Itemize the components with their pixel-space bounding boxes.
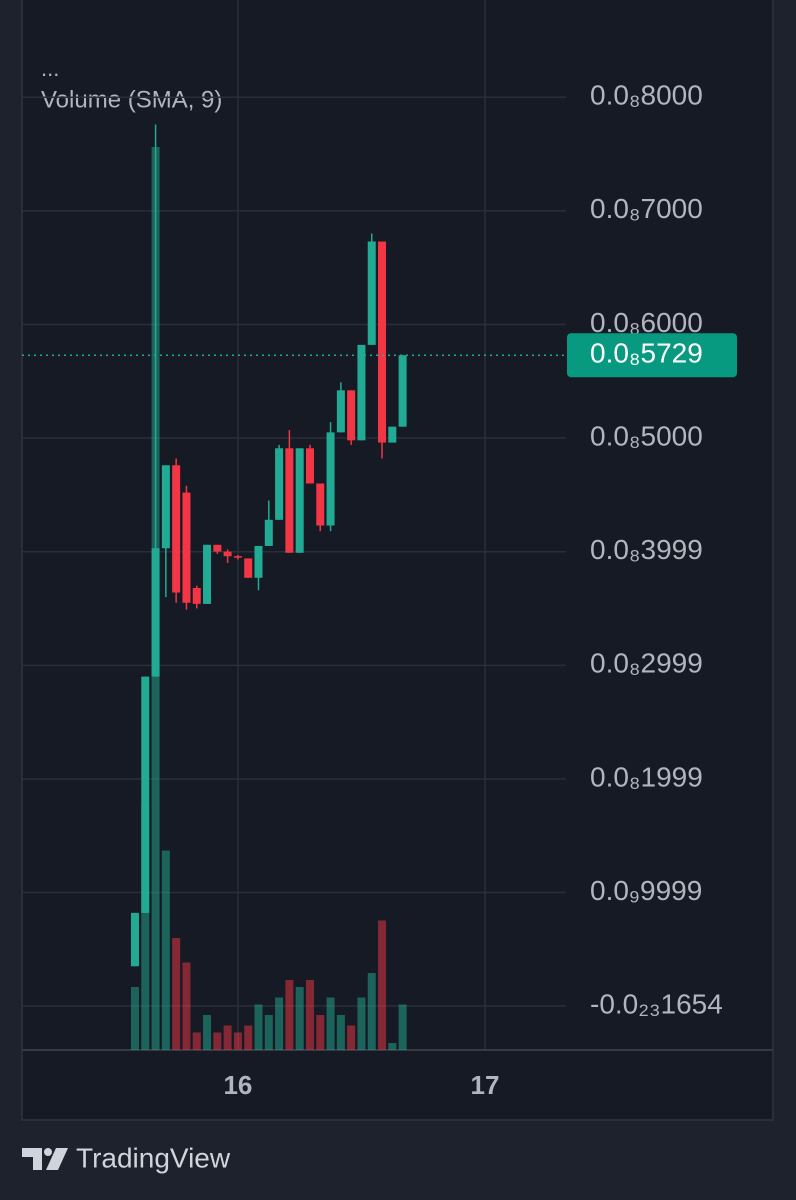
x-tick-label: 17 [471,1070,500,1100]
candle-body [141,676,150,913]
x-tick-label: 16 [223,1070,252,1100]
candle-body [254,545,263,578]
candle-body [161,465,170,549]
logo-part [22,1148,42,1170]
volume-bar [141,805,150,1050]
candle-body [233,556,242,558]
volume-bar [275,997,284,1050]
candle-body [223,551,232,557]
volume-bar [326,997,335,1050]
last-price-label: 0.0₈5729 [590,338,703,369]
candle-body [357,344,366,441]
volume-bar [305,980,314,1050]
volume-bar [223,1025,232,1050]
volume-bar [378,920,387,1050]
indicator-label[interactable]: Volume (SMA, 9) [41,86,222,113]
volume-bar [192,1032,201,1050]
y-tick-label: -0.0₂₃1654 [590,988,723,1019]
y-tick-label: 0.0₈7000 [590,193,703,224]
candle-body [172,465,181,593]
y-tick-label: 0.0₉9999 [590,875,702,906]
candle-body [367,241,376,345]
y-tick-label: 0.0₈6000 [590,307,703,338]
candle-body [151,548,160,677]
y-tick-label: 0.0₈2999 [590,648,703,679]
volume-bar [336,1015,345,1050]
candle-body [295,448,304,553]
candle-body [305,448,314,484]
candle-body [264,519,273,546]
volume-bar [254,1004,263,1050]
brand-logo[interactable]: TradingView [22,1142,231,1173]
candle-body [213,544,222,552]
candle-body [275,448,284,520]
candle-body [398,355,407,427]
candle-body [336,390,345,433]
volume-bar [172,938,181,1050]
candle-body [316,483,325,526]
candle-body [192,587,201,604]
volume-bar [295,987,304,1050]
volume-bar [244,1025,253,1050]
candle-body [388,426,397,443]
volume-bar [357,997,366,1050]
brand-name[interactable]: TradingView [76,1142,231,1173]
candle-body [378,241,387,443]
y-tick-label: 0.0₈1999 [590,761,703,792]
volume-bar [203,1015,212,1050]
candle-body [285,448,294,553]
volume-bar [213,1032,222,1050]
volume-bar [347,1025,356,1050]
last-price-badge [567,333,737,378]
volume-bar [233,1032,242,1050]
y-tick-label: 0.0₈5000 [590,420,703,451]
volume-bar [285,980,294,1050]
volume-bar [130,987,139,1050]
volume-bar [264,1015,273,1050]
candle-body [244,558,253,578]
menu-dots[interactable]: ... [41,56,59,81]
candle-body [326,432,335,526]
volume-bar [316,1015,325,1050]
volume-bar [367,973,376,1050]
volume-bar [398,1004,407,1050]
y-tick-label: 0.0₈3999 [590,534,703,565]
candle-body [203,544,212,604]
volume-bar [161,850,170,1050]
logo-part [44,1148,52,1156]
candle-body [347,390,356,441]
y-tick-label: 0.0₈8000 [590,80,703,111]
candle-body [182,492,191,603]
volume-bar [182,962,191,1050]
volume-bar [388,1043,397,1050]
candle-body [130,912,139,967]
logo-part [46,1148,68,1170]
